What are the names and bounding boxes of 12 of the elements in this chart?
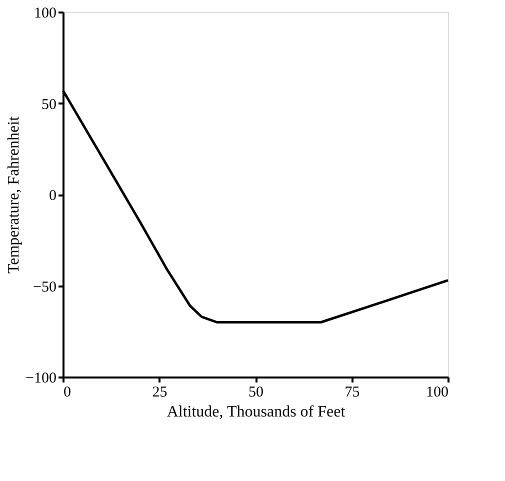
x-tick-label: 0: [64, 384, 71, 400]
y-tick-label: 100: [34, 6, 56, 22]
y-tick-label: 0: [49, 188, 56, 204]
y-tick-label: −50: [33, 279, 56, 296]
x-tick-label: 25: [152, 384, 168, 400]
x-tick-label: 50: [248, 384, 264, 400]
x-tick-label: 100: [426, 384, 448, 400]
y-axis-title: Temperature, Fahrenheit: [6, 116, 23, 274]
y-tick-label: 50: [42, 96, 56, 113]
x-axis-title: Altitude, Thousands of Feet: [166, 404, 346, 420]
x-tick-label: 75: [344, 384, 360, 400]
y-tick-label: −100: [26, 370, 56, 386]
